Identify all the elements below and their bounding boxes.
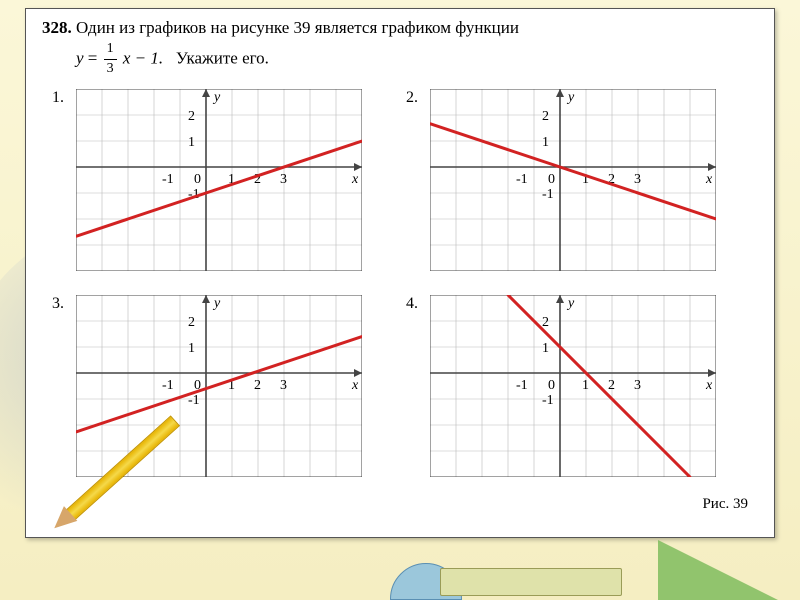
svg-text:0: 0 [548,378,555,393]
svg-text:x: x [351,172,359,187]
plot-label: 3. [52,295,64,313]
plot-plot1: 1.xy-10123-112 [76,89,362,271]
svg-text:-1: -1 [516,378,528,393]
desk-decor: a/A = b/B = c/Ca/c = a+b / csin 90° = 1x… [0,530,800,600]
svg-text:2: 2 [542,109,549,124]
svg-text:x: x [705,378,713,393]
set-square-icon [658,540,778,600]
coordinate-grid: xy-10123-112 [430,89,716,271]
svg-text:y: y [212,296,221,311]
svg-text:1: 1 [542,135,549,150]
svg-text:x: x [351,378,359,393]
svg-text:-1: -1 [162,378,174,393]
svg-text:2: 2 [188,315,195,330]
svg-text:x: x [705,172,713,187]
svg-text:3: 3 [634,378,641,393]
svg-text:3: 3 [280,378,287,393]
coordinate-grid: xy-10123-112 [430,295,716,477]
svg-text:2: 2 [542,315,549,330]
svg-text:1: 1 [582,378,589,393]
formula-lhs: y [76,48,84,67]
svg-text:2: 2 [608,378,615,393]
formula-fraction: 1 3 [104,40,117,79]
plot-label: 2. [406,89,418,107]
formula-tail: x − 1. [123,48,163,67]
svg-text:1: 1 [542,341,549,356]
svg-text:3: 3 [280,172,287,187]
svg-text:y: y [212,90,221,105]
plot-label: 1. [52,89,64,107]
svg-text:y: y [566,90,575,105]
problem-text: 328. Один из графиков на рисунке 39 явля… [42,17,758,79]
problem-number: 328. [42,18,72,37]
figure-caption: Рис. 39 [702,496,748,513]
problem-text-before: Один из графиков на рисунке 39 является … [76,18,519,37]
coordinate-grid: xy-10123-112 [76,89,362,271]
svg-text:1: 1 [188,341,195,356]
plot-plot2: 2.xy-10123-112 [430,89,716,271]
svg-text:-1: -1 [162,172,174,187]
plot-label: 4. [406,295,418,313]
plot-plot3: 3.xy-10123-112 [76,295,362,477]
plots-container: Рис. 39 1.xy-10123-1122.xy-10123-1123.xy… [42,83,758,513]
svg-text:-1: -1 [516,172,528,187]
svg-text:-1: -1 [542,187,554,202]
svg-text:2: 2 [254,378,261,393]
textbook-card: 328. Один из графиков на рисунке 39 явля… [25,8,775,538]
problem-text-after: Укажите его. [176,48,269,67]
formula-eq: = [88,48,98,67]
svg-text:1: 1 [188,135,195,150]
svg-text:0: 0 [194,172,201,187]
svg-text:3: 3 [634,172,641,187]
svg-text:2: 2 [188,109,195,124]
protractor-icon [390,563,462,600]
ruler-icon [440,568,622,596]
svg-text:y: y [566,296,575,311]
svg-text:0: 0 [548,172,555,187]
coordinate-grid: xy-10123-112 [76,295,362,477]
plot-plot4: 4.xy-10123-112 [430,295,716,477]
svg-text:-1: -1 [542,393,554,408]
